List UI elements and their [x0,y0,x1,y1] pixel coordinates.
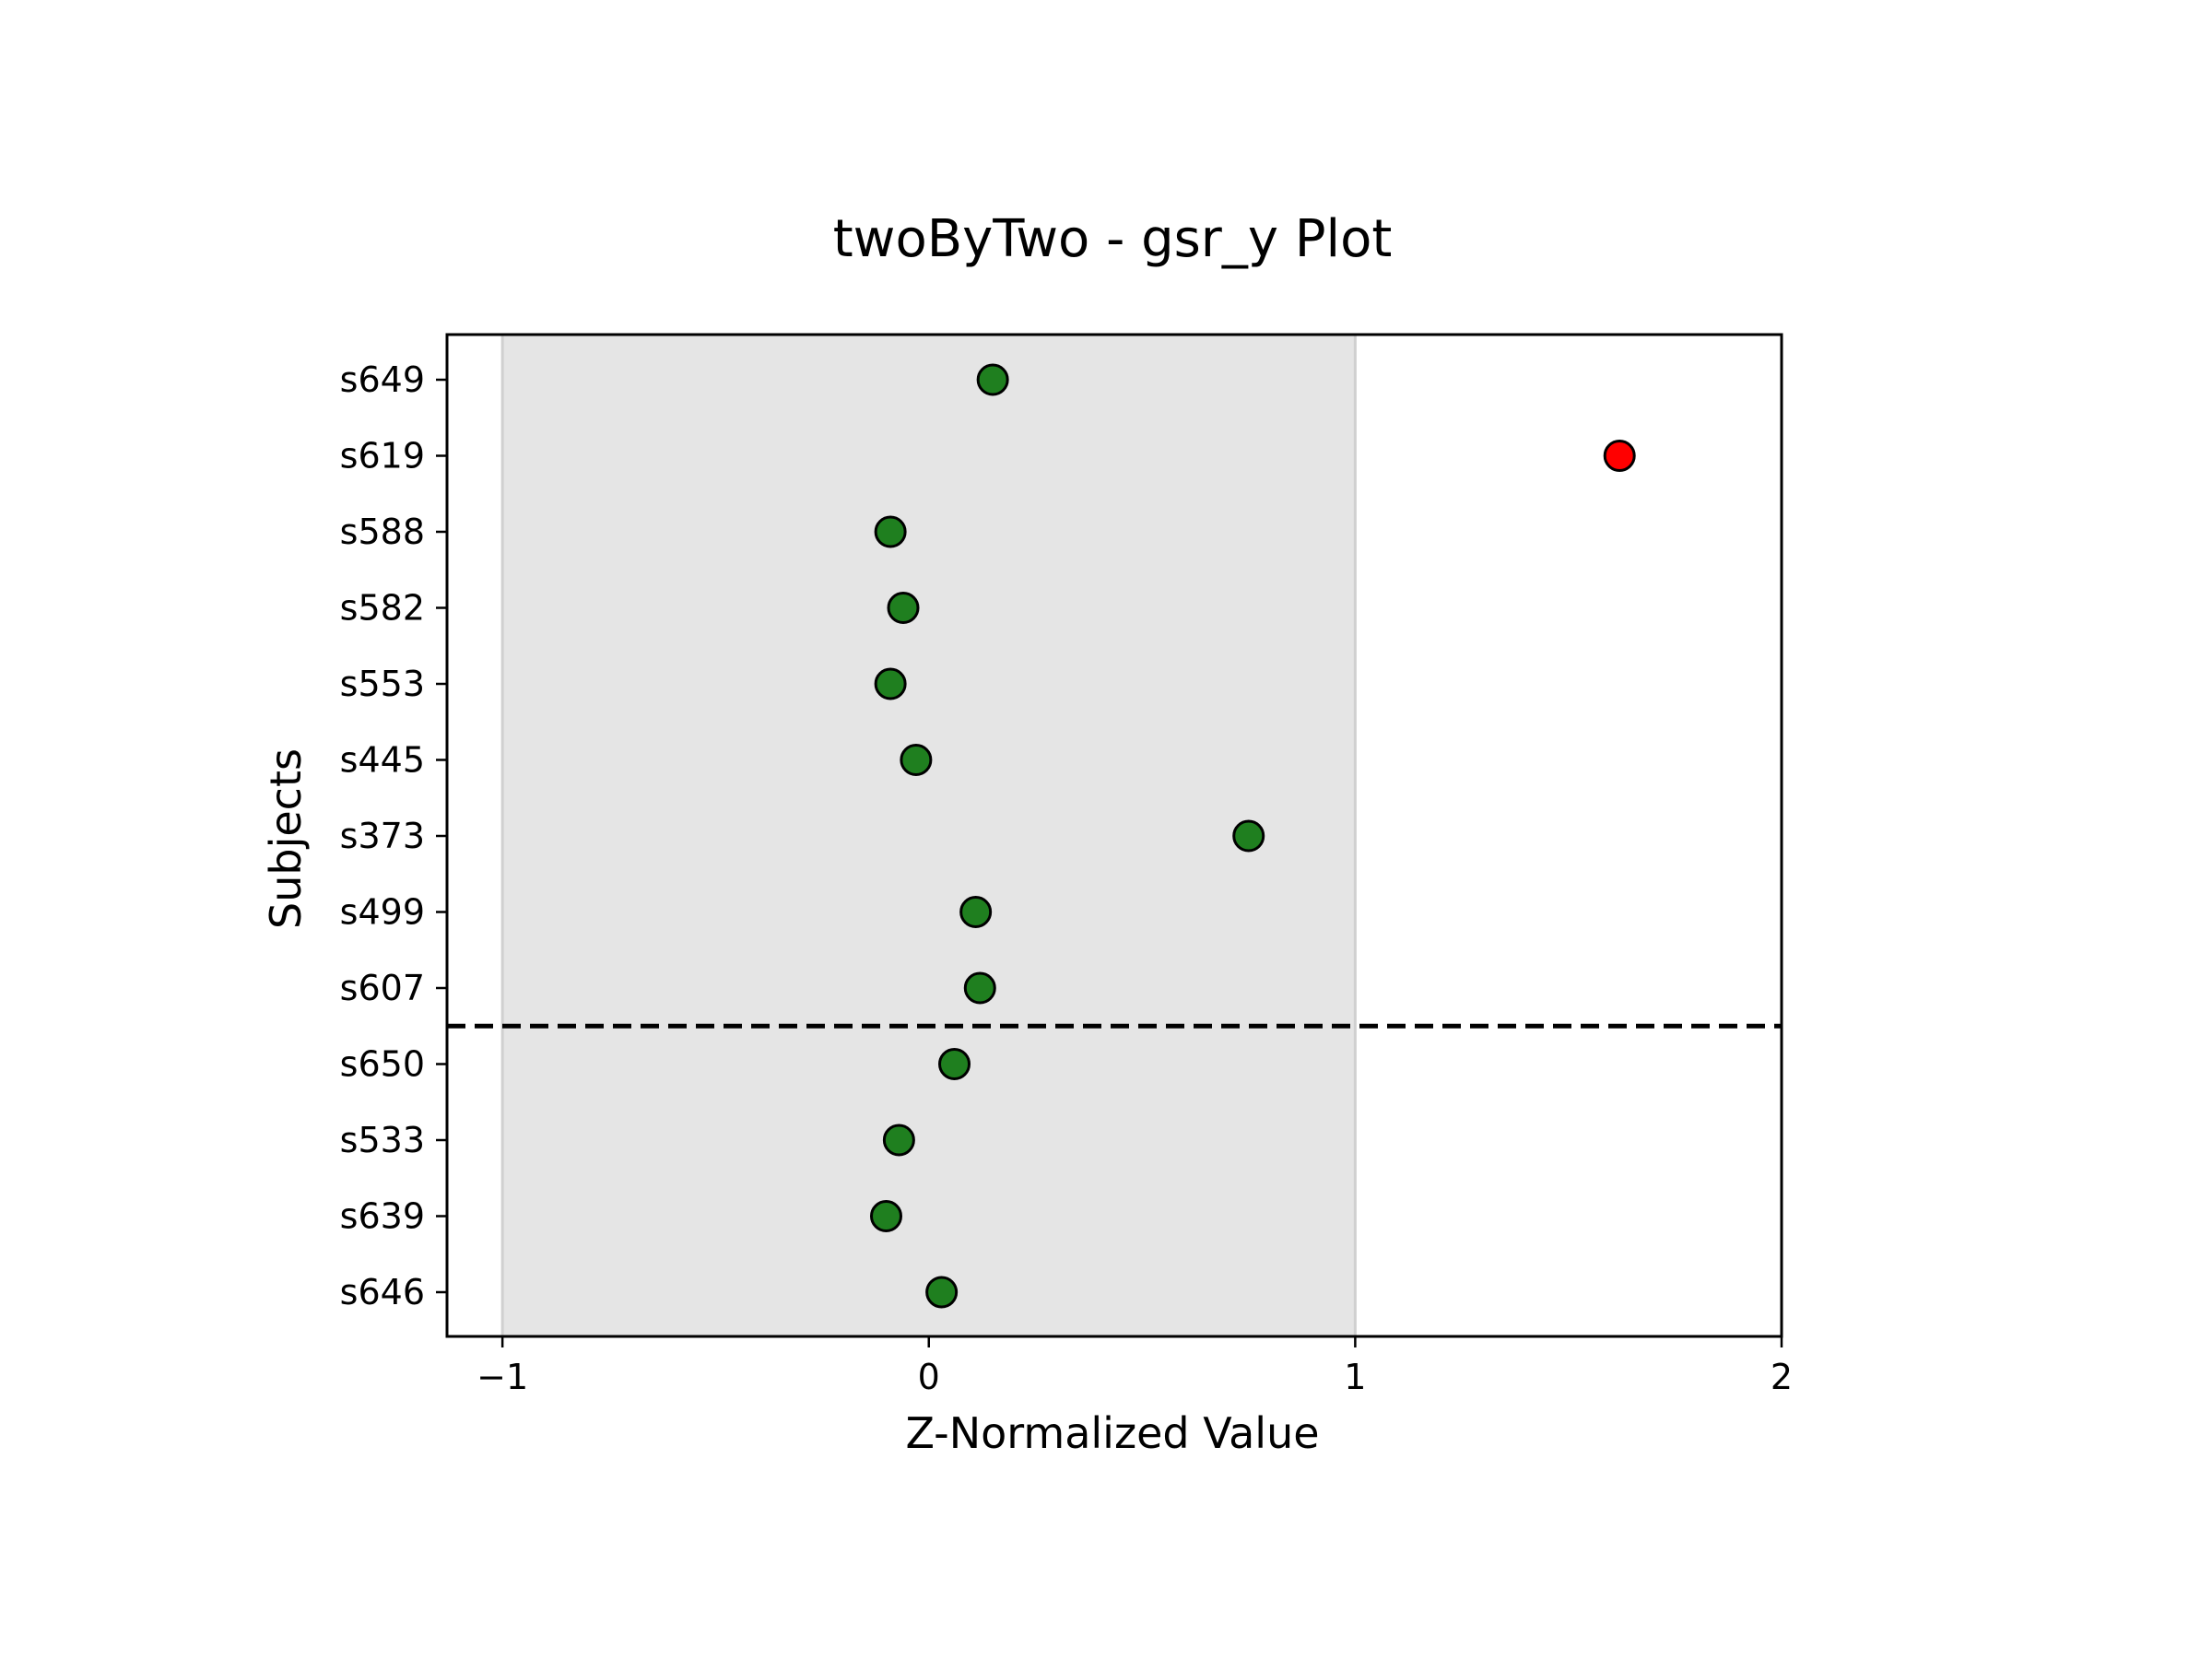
y-tick-label-s588: s588 [340,512,425,552]
shaded-band [502,335,1356,1336]
data-point-s650 [938,1048,971,1080]
plot-area: s649 s619 s588 s582 s553 s445 s373 s499 s607 s650… [340,333,1793,1397]
y-tick-label-s445: s445 [340,740,425,781]
data-point-s533 [882,1124,915,1157]
x-tick-label-2: 1 [1344,1357,1366,1397]
y-tick-label-s499: s499 [340,892,425,933]
x-axis-label: Z-Normalized Value [905,1408,1319,1458]
y-tick-label-s373: s373 [340,816,425,856]
x-tick-label-3: 2 [1771,1357,1793,1397]
data-point-s373 [1232,819,1265,853]
y-tick-label-s649: s649 [340,359,425,400]
data-point-s445 [900,744,933,776]
y-tick-label-s639: s639 [340,1196,425,1237]
data-point-s582 [887,592,920,624]
data-point-s619 [1603,440,1636,472]
x-tick-label-1: 0 [918,1357,940,1397]
data-point-s499 [959,896,993,928]
axes-frame [445,333,1783,1338]
data-point-s646 [925,1276,959,1309]
y-tick-label-s607: s607 [340,968,425,1008]
data-point-s553 [874,667,907,700]
y-tick-label-s646: s646 [340,1272,425,1312]
y-tick-label-s553: s553 [340,664,425,704]
data-point-s607 [963,971,996,1005]
data-point-s588 [874,515,907,548]
y-tick-label-s650: s650 [340,1044,425,1085]
data-point-s649 [976,363,1009,396]
y-tick-label-s533: s533 [340,1120,425,1160]
chart-title: twoByTwo - gsr_y Plot [833,209,1393,269]
y-tick-label-s619: s619 [340,436,425,477]
x-tick-label-0: −1 [477,1357,528,1397]
data-point-s639 [869,1200,902,1232]
y-axis-label: Subjects [261,748,311,929]
y-tick-label-s582: s582 [340,588,425,629]
